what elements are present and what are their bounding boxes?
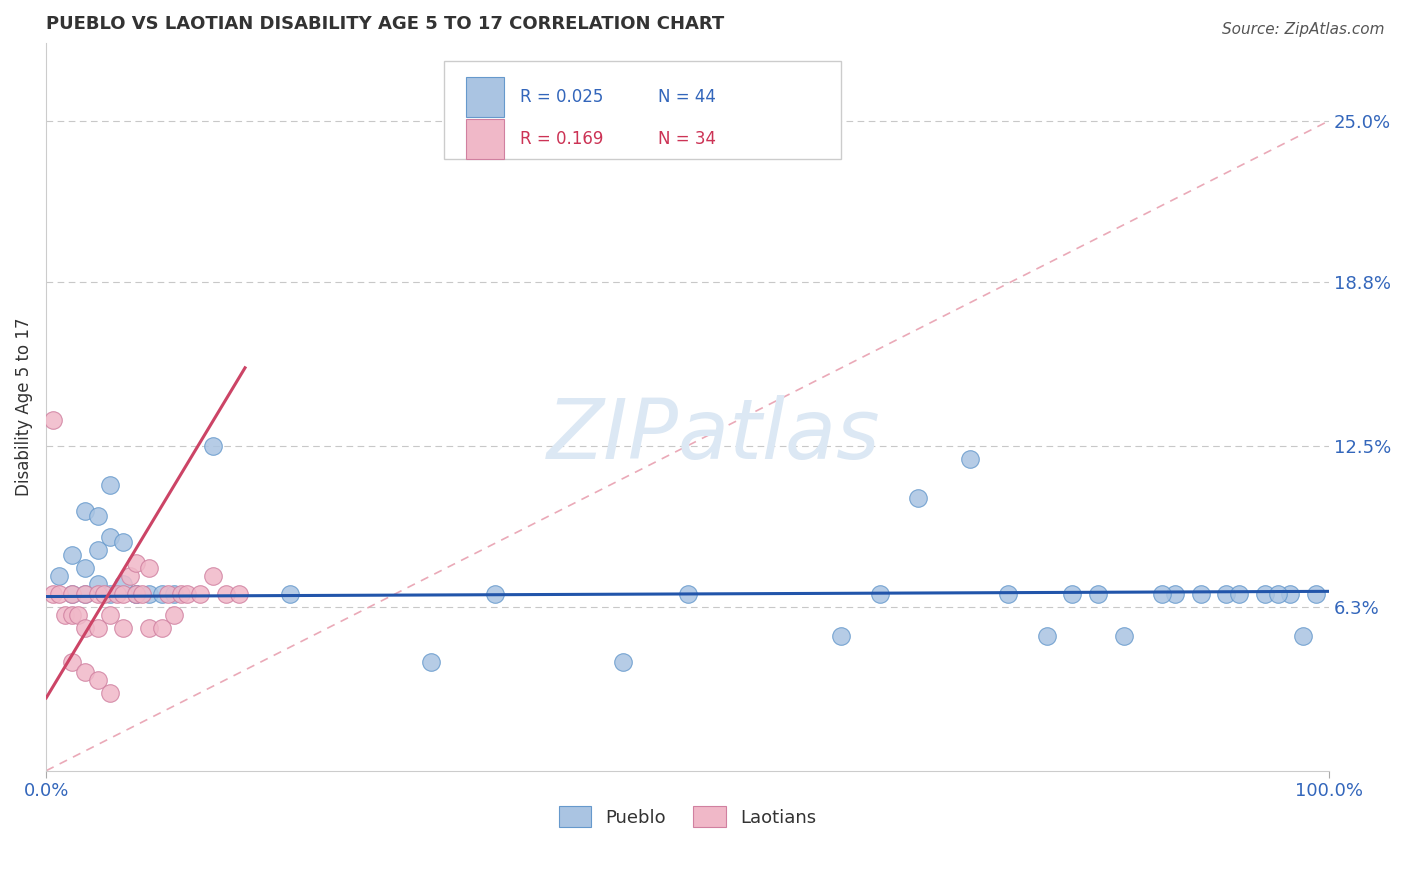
Point (112, 576, 135, 591)
Point (41, 587, 63, 601)
Point (1087, 587, 1109, 601)
Point (86, 508, 108, 523)
Text: ZIPatlas: ZIPatlas (547, 395, 880, 476)
Point (420, 655, 443, 669)
Text: N = 44: N = 44 (658, 87, 716, 105)
Text: R = 0.025: R = 0.025 (519, 87, 603, 105)
Point (86, 576, 108, 591)
Point (73, 621, 96, 635)
Point (41, 413, 63, 427)
Point (959, 451, 981, 466)
Point (125, 587, 148, 601)
Bar (465, 77, 505, 117)
Bar (465, 120, 505, 160)
Point (1305, 587, 1327, 601)
Point (112, 587, 135, 601)
Point (60, 587, 83, 601)
Point (157, 587, 180, 601)
Point (869, 587, 891, 601)
Point (105, 587, 128, 601)
FancyBboxPatch shape (444, 61, 841, 160)
Point (1267, 587, 1289, 601)
Point (48, 587, 70, 601)
Point (73, 587, 96, 601)
Point (1292, 628, 1315, 642)
Point (86, 621, 108, 635)
Point (98, 477, 121, 491)
Point (163, 587, 186, 601)
Point (98, 530, 121, 544)
Point (60, 587, 83, 601)
Point (228, 587, 250, 601)
Point (176, 587, 198, 601)
Point (86, 587, 108, 601)
Point (612, 655, 634, 669)
Point (484, 587, 506, 601)
Point (1227, 587, 1250, 601)
Point (163, 607, 186, 622)
Point (55, 607, 77, 622)
Point (86, 542, 108, 557)
Point (60, 655, 83, 669)
Point (215, 587, 238, 601)
Y-axis label: Disability Age 5 to 17: Disability Age 5 to 17 (15, 318, 32, 496)
Point (188, 587, 211, 601)
Point (118, 568, 141, 582)
Text: R = 0.169: R = 0.169 (519, 130, 603, 148)
Point (138, 561, 160, 575)
Point (73, 561, 96, 575)
Point (1035, 628, 1057, 642)
Point (125, 587, 148, 601)
Text: N = 34: N = 34 (658, 130, 716, 148)
Point (1112, 628, 1135, 642)
Point (98, 686, 121, 700)
Text: Source: ZipAtlas.com: Source: ZipAtlas.com (1222, 22, 1385, 37)
Point (201, 568, 224, 582)
Point (1152, 587, 1174, 601)
Point (48, 568, 70, 582)
Point (170, 587, 193, 601)
Point (125, 587, 148, 601)
Point (112, 535, 135, 549)
Point (150, 587, 173, 601)
Point (201, 439, 224, 453)
Point (60, 548, 83, 562)
Point (1254, 587, 1277, 601)
Point (830, 628, 852, 642)
Point (73, 587, 96, 601)
Point (907, 491, 929, 505)
Point (67, 607, 90, 622)
Point (125, 556, 148, 570)
Legend: Pueblo, Laotians: Pueblo, Laotians (558, 806, 817, 827)
Point (676, 587, 699, 601)
Point (86, 673, 108, 687)
Point (60, 607, 83, 622)
Point (98, 607, 121, 622)
Point (73, 665, 96, 679)
Point (93, 587, 115, 601)
Point (98, 587, 121, 601)
Point (150, 621, 173, 635)
Point (73, 504, 96, 518)
Point (131, 587, 153, 601)
Text: PUEBLO VS LAOTIAN DISABILITY AGE 5 TO 17 CORRELATION CHART: PUEBLO VS LAOTIAN DISABILITY AGE 5 TO 17… (46, 15, 724, 33)
Point (138, 621, 160, 635)
Point (1215, 587, 1237, 601)
Point (997, 587, 1019, 601)
Point (1279, 587, 1302, 601)
Point (1189, 587, 1212, 601)
Point (1062, 587, 1084, 601)
Point (112, 621, 135, 635)
Point (278, 587, 301, 601)
Point (138, 587, 160, 601)
Point (1164, 587, 1187, 601)
